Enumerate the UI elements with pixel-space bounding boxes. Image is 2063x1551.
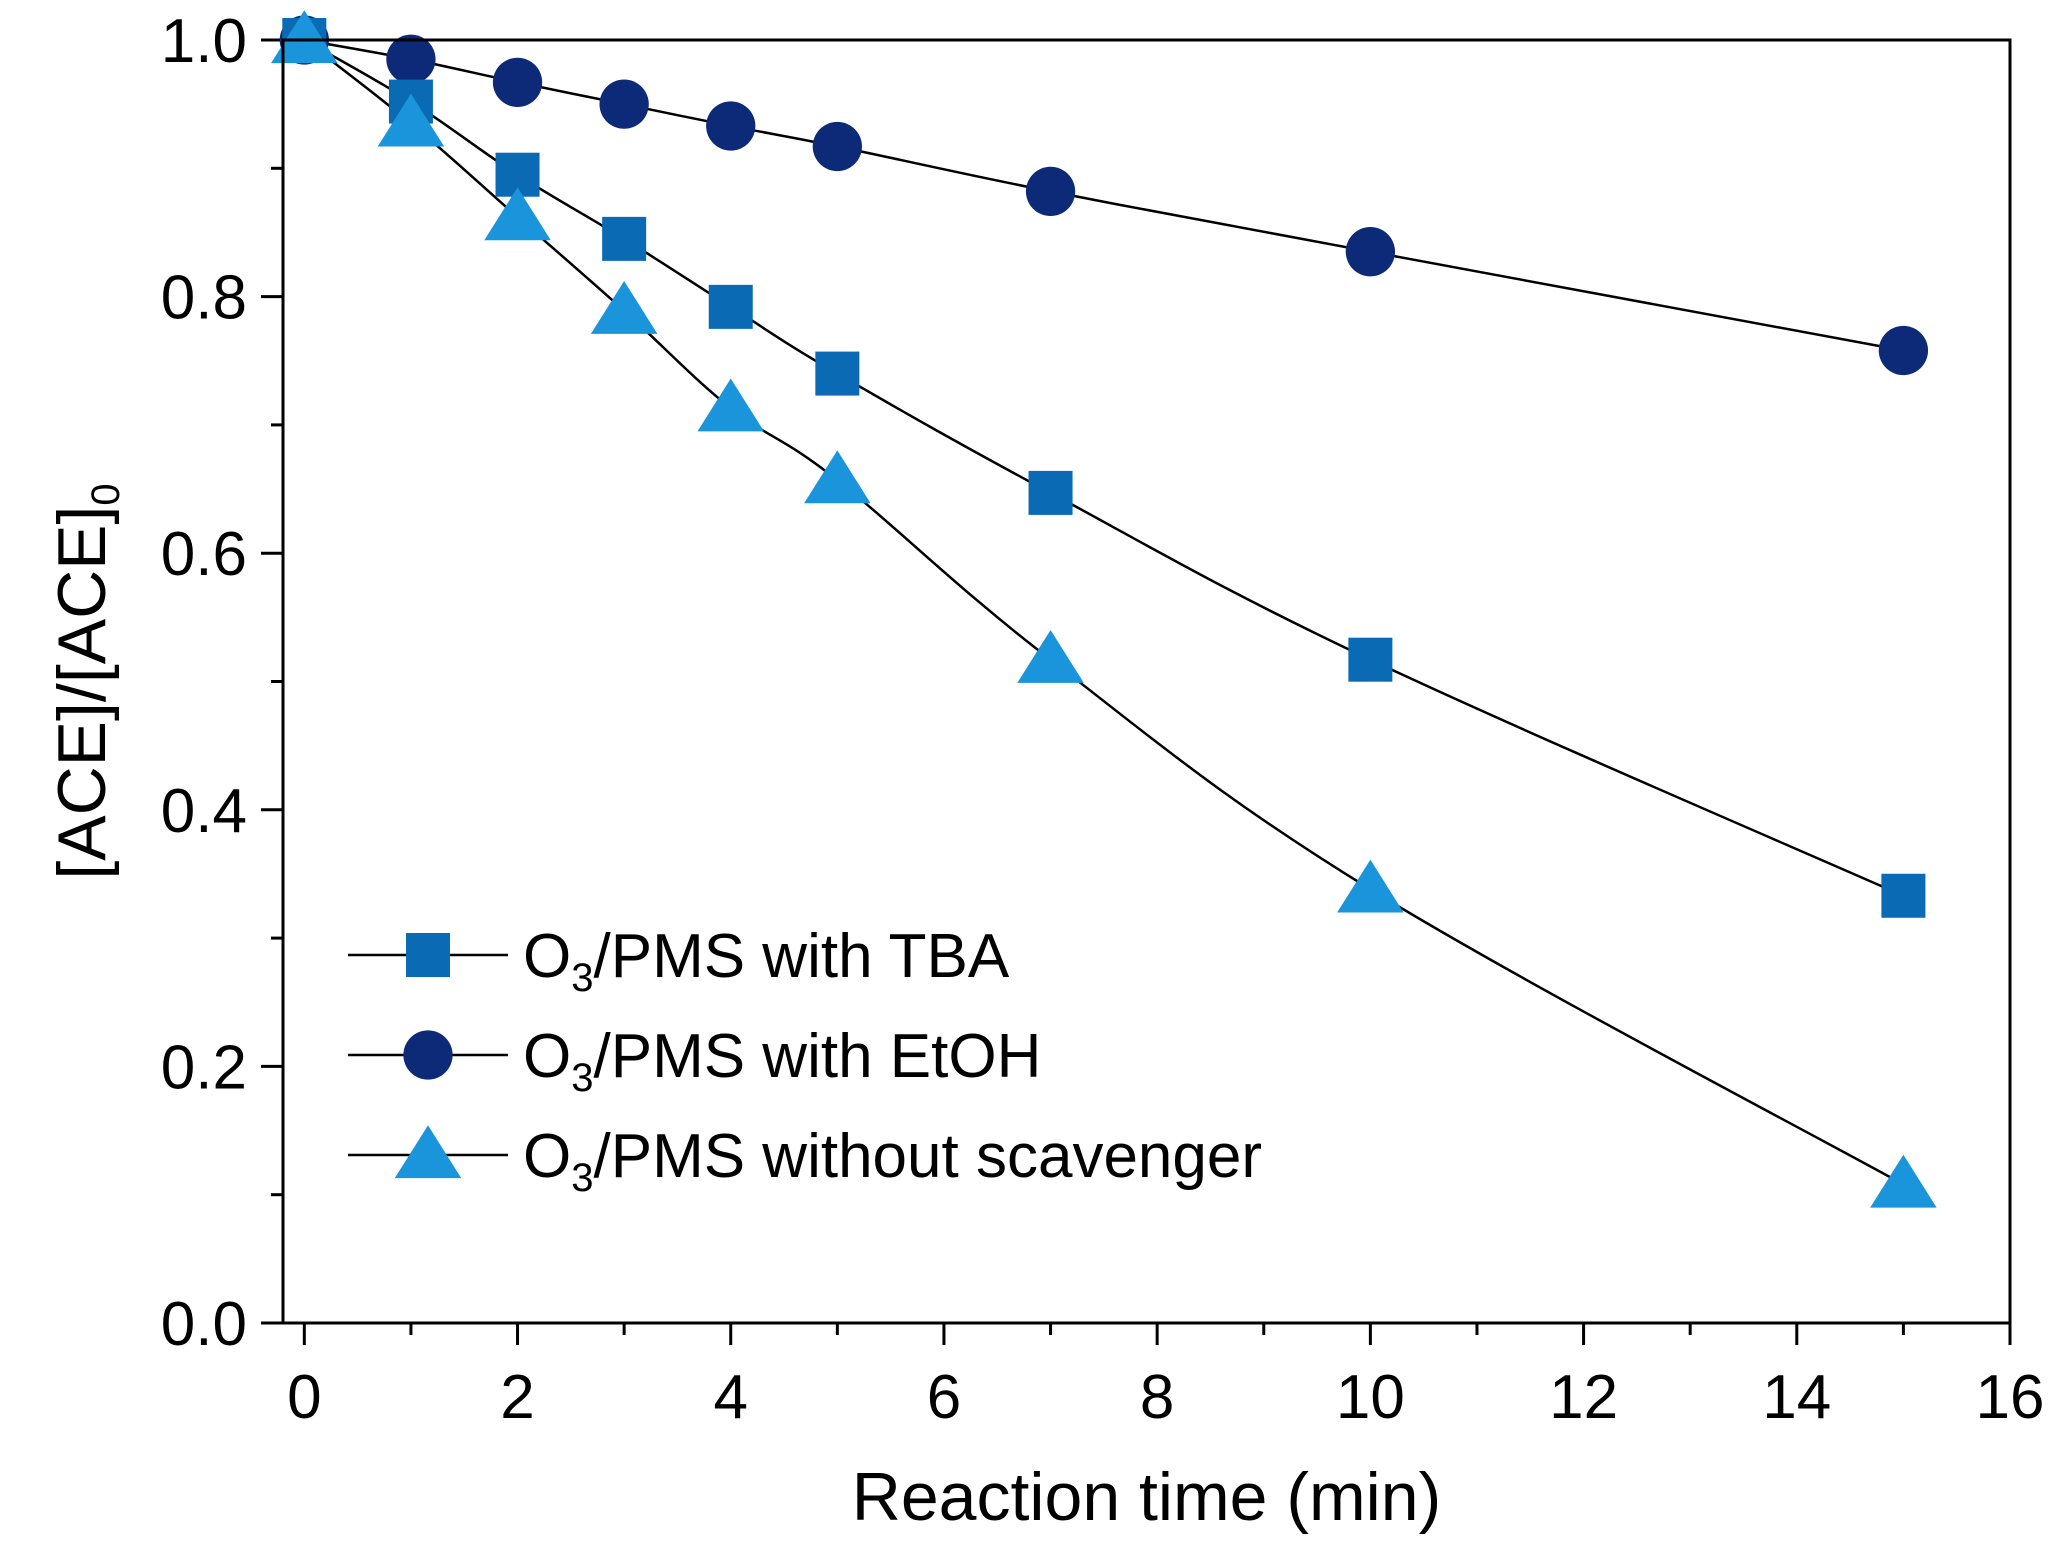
legend-label: O3/PMS with TBA [523, 922, 1010, 1000]
series-markers-square [282, 18, 1926, 918]
series-line-triangle [303, 39, 1905, 1186]
legend-label: O3/PMS with EtOH [523, 1022, 1041, 1100]
x-tick-labels: 0 2 4 6 8 10 12 14 16 [287, 1363, 2044, 1432]
y-minor-ticks [271, 166, 283, 1197]
legend-label-post: /PMS with EtOH [593, 1022, 1041, 1091]
y-tick-label: 0.2 [161, 1033, 247, 1102]
data-point-circle [1345, 227, 1396, 277]
data-point-square [1348, 637, 1393, 682]
data-point-circle [1878, 325, 1929, 376]
x-tick-label: 2 [500, 1363, 534, 1432]
data-point-square [1881, 873, 1926, 918]
legend-entry: O3/PMS without scavenger [348, 1122, 1262, 1200]
data-point-triangle [484, 187, 551, 241]
legend-label-pre: O [523, 1022, 571, 1091]
plot-frame [281, 38, 2012, 1325]
y-tick-labels: 0.0 0.2 0.4 0.6 0.8 1.0 [161, 7, 247, 1359]
x-tick-label: 16 [1976, 1363, 2045, 1432]
x-tick-label: 10 [1336, 1363, 1405, 1432]
x-tick-label: 6 [927, 1363, 961, 1432]
x-tick-label: 0 [287, 1363, 321, 1432]
y-major-ticks [261, 38, 283, 1325]
legend-marker-circle [403, 1030, 453, 1080]
x-tick-label: 8 [1140, 1363, 1174, 1432]
data-point-square [708, 284, 753, 329]
data-point-square [815, 351, 860, 396]
data-point-triangle [1337, 859, 1404, 913]
y-tick-label: 0.0 [161, 1290, 247, 1359]
data-point-circle [1025, 166, 1076, 217]
y-axis-title-subscript: 0 [84, 483, 128, 505]
data-point-triangle [804, 450, 871, 504]
data-point-triangle [1870, 1154, 1937, 1208]
data-point-square [1028, 470, 1073, 515]
y-tick-label: 0.4 [161, 777, 247, 846]
legend-label-pre: O [523, 1122, 571, 1191]
data-point-circle [812, 121, 862, 172]
legend-label-sub: 3 [571, 956, 593, 1000]
legend-label-pre: O [523, 922, 571, 991]
data-point-triangle [697, 378, 765, 432]
legend-label-post: /PMS with TBA [593, 922, 1009, 991]
data-point-square [602, 216, 647, 261]
legend-label-post: /PMS without scavenger [593, 1122, 1262, 1191]
x-major-ticks [302, 1323, 2012, 1345]
legend-label-sub: 3 [571, 1056, 593, 1100]
series-layer [271, 10, 1937, 1208]
data-point-circle [386, 34, 436, 84]
data-point-circle [599, 79, 649, 129]
legend-label: O3/PMS without scavenger [523, 1122, 1262, 1200]
y-axis-title-main: [ACE]/[ACE] [44, 506, 120, 880]
x-tick-label: 4 [713, 1363, 747, 1432]
x-minor-ticks [409, 1323, 1905, 1335]
y-tick-label: 0.8 [161, 264, 247, 333]
legend-marker-triangle [394, 1125, 462, 1179]
data-point-triangle [377, 93, 445, 147]
x-tick-label: 12 [1549, 1363, 1618, 1432]
series-markers-triangle [271, 10, 1937, 1208]
legend-entry: O3/PMS with TBA [348, 922, 1010, 1000]
legend-entry: O3/PMS with EtOH [348, 1022, 1041, 1100]
data-point-triangle [271, 10, 338, 64]
data-point-triangle [1017, 629, 1084, 683]
series-line-square [303, 38, 1904, 897]
y-axis-title: [ACE]/[ACE]0 [44, 483, 128, 879]
data-point-triangle [590, 281, 658, 334]
x-tick-label: 14 [1762, 1363, 1831, 1432]
data-point-circle [706, 101, 756, 151]
y-tick-label: 0.6 [161, 520, 247, 589]
legend-marker-square [406, 933, 450, 977]
y-tick-label: 1.0 [161, 7, 247, 76]
legend-label-sub: 3 [571, 1156, 593, 1200]
data-point-circle [492, 57, 543, 107]
series-line-circle [304, 38, 1904, 352]
x-axis-title: Reaction time (min) [852, 1459, 1442, 1535]
